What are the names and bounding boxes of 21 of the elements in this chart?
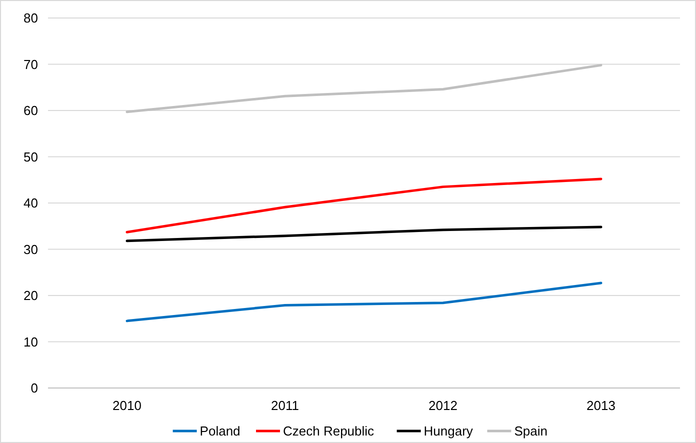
x-tick-label: 2010: [112, 398, 142, 413]
y-tick-label: 50: [24, 149, 38, 164]
x-tick-label: 2013: [586, 398, 616, 413]
legend-label: Czech Republic: [283, 424, 375, 439]
line-series: [126, 282, 602, 322]
legend-label: Spain: [514, 424, 548, 439]
legend-label: Hungary: [424, 424, 474, 439]
y-tick-label: 30: [24, 242, 38, 257]
y-tick-label: 70: [24, 56, 38, 72]
legend-label: Poland: [200, 424, 240, 439]
y-tick-label: 40: [24, 196, 38, 211]
x-tick-label: 2012: [428, 398, 458, 413]
line-series: [126, 226, 602, 242]
line-series: [126, 64, 602, 114]
y-tick-label: 0: [30, 380, 38, 396]
y-tick-label: 60: [24, 103, 38, 118]
y-tick-label: 10: [24, 334, 38, 350]
y-tick-label: 80: [24, 10, 38, 26]
y-tick-label: 20: [24, 288, 38, 304]
x-tick-label: 2011: [271, 398, 299, 413]
line-series: [126, 178, 602, 234]
